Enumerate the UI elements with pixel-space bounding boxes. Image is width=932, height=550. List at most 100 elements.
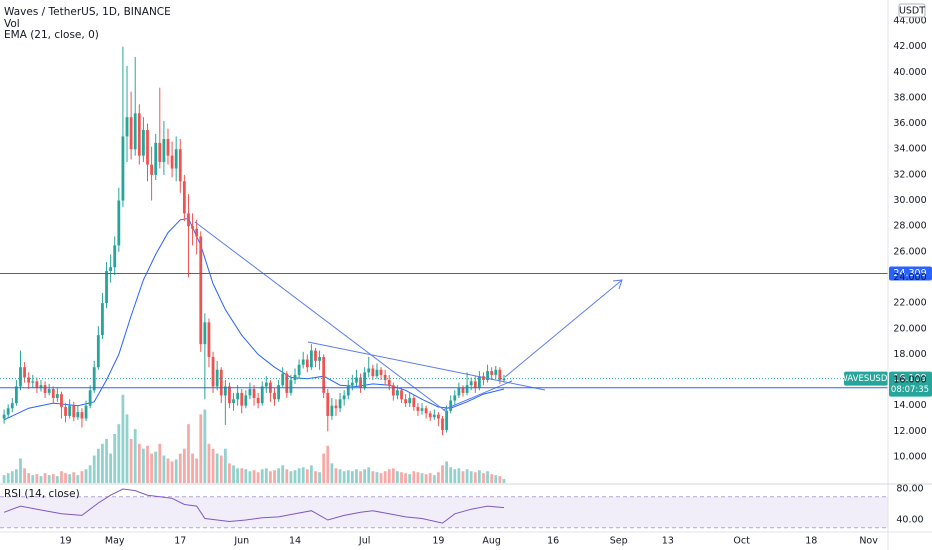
trend-line[interactable] <box>194 221 449 414</box>
candle-body <box>256 397 260 404</box>
volume-bar <box>252 470 256 483</box>
volume-bar <box>498 476 502 483</box>
trend-line[interactable] <box>442 380 513 411</box>
volume-bar <box>244 469 248 483</box>
candle-body <box>424 408 428 414</box>
candle-body <box>469 381 473 386</box>
volume-bar <box>10 471 14 483</box>
volume-bar <box>273 470 276 483</box>
volume-bar <box>96 448 100 483</box>
candle-body <box>207 322 211 357</box>
volume-bar <box>6 473 10 483</box>
candle-body <box>31 381 35 383</box>
x-tick-label: 16 <box>547 536 559 547</box>
volume-bar <box>211 448 215 483</box>
y-tick-label: 44.000 <box>893 16 926 27</box>
candle-body <box>363 372 367 388</box>
price-pill-label: 24.309 <box>893 268 926 279</box>
volume-bar <box>432 475 436 483</box>
candle-body <box>453 395 457 401</box>
volume-bar <box>158 443 162 483</box>
x-tick-label: 13 <box>662 536 674 547</box>
currency-box[interactable] <box>898 3 926 18</box>
volume-bar <box>334 468 338 483</box>
candle-body <box>277 385 281 400</box>
volume-bar <box>191 453 194 483</box>
volume-bar <box>101 443 104 483</box>
volume-bar <box>338 469 342 483</box>
volume-bar <box>277 468 281 483</box>
candle-body <box>84 405 88 419</box>
volume-bar <box>137 443 141 483</box>
candle-body <box>47 389 51 393</box>
candle-body <box>203 322 207 345</box>
volume-bar <box>43 473 47 483</box>
volume-bar <box>170 461 174 483</box>
volume-bar <box>64 473 67 483</box>
candle-body <box>486 371 489 381</box>
rsi-tick-label: 40.00 <box>896 515 923 526</box>
volume-bar <box>281 465 285 483</box>
volume-bar <box>125 414 129 483</box>
candle-body <box>342 395 346 400</box>
volume-bar <box>391 468 395 483</box>
candle-body <box>23 367 26 378</box>
volume-bar <box>465 469 469 483</box>
volume-bar <box>269 471 272 483</box>
volume-bar <box>408 474 412 483</box>
volume-bar <box>68 474 72 483</box>
candle-body <box>121 136 125 201</box>
y-tick-label: 38.000 <box>893 92 926 103</box>
candle-body <box>244 395 248 406</box>
candle-body <box>236 392 240 400</box>
candle-body <box>490 371 494 375</box>
volume-bar <box>285 469 289 483</box>
volume-bar <box>404 473 408 483</box>
volume-bar <box>187 424 190 483</box>
candle-body <box>379 369 383 375</box>
candle-body <box>314 350 317 361</box>
y-tick-label: 32.000 <box>893 169 926 180</box>
volume-legend: Vol <box>4 18 20 30</box>
volume-bar <box>113 434 117 483</box>
candle-body <box>43 385 47 393</box>
chart-title: Waves / TetherUS, 1D, BINANCE <box>4 6 171 18</box>
volume-bar <box>27 473 31 483</box>
trend-line[interactable] <box>307 341 546 391</box>
candle-layer <box>2 46 506 436</box>
y-tick-label: 28.000 <box>893 221 926 232</box>
candle-body <box>428 413 432 418</box>
volume-bar <box>453 469 457 483</box>
volume-bar <box>154 451 158 483</box>
ema-legend: EMA (21, close, 0) <box>4 29 99 41</box>
candle-body <box>383 374 387 381</box>
y-tick-label: 10.000 <box>893 451 926 462</box>
volume-bar <box>260 469 264 483</box>
volume-bar <box>469 471 473 483</box>
projection-arrow[interactable] <box>504 279 623 378</box>
y-tick-label: 42.000 <box>893 41 926 52</box>
symbol-pill <box>844 371 888 386</box>
volume-bar <box>47 475 51 483</box>
candle-body <box>2 414 6 419</box>
volume-bar <box>379 473 383 483</box>
volume-bar <box>60 471 63 483</box>
volume-bar <box>416 472 420 483</box>
volume-bar <box>256 472 260 483</box>
volume-bar <box>215 453 219 483</box>
candle-body <box>494 369 498 375</box>
volume-bar <box>248 471 252 483</box>
volume-bar <box>326 445 330 483</box>
x-tick-label: Oct <box>733 536 750 547</box>
ema-line <box>3 217 505 421</box>
volume-bar <box>129 438 133 483</box>
price-pill <box>889 266 932 281</box>
candle-body <box>223 386 227 396</box>
volume-bar <box>51 474 55 483</box>
countdown-label: 08:07:35 <box>891 385 929 395</box>
volume-bar <box>2 475 6 483</box>
candle-body <box>297 364 301 375</box>
candle-body <box>219 369 223 396</box>
volume-bar <box>449 467 453 483</box>
